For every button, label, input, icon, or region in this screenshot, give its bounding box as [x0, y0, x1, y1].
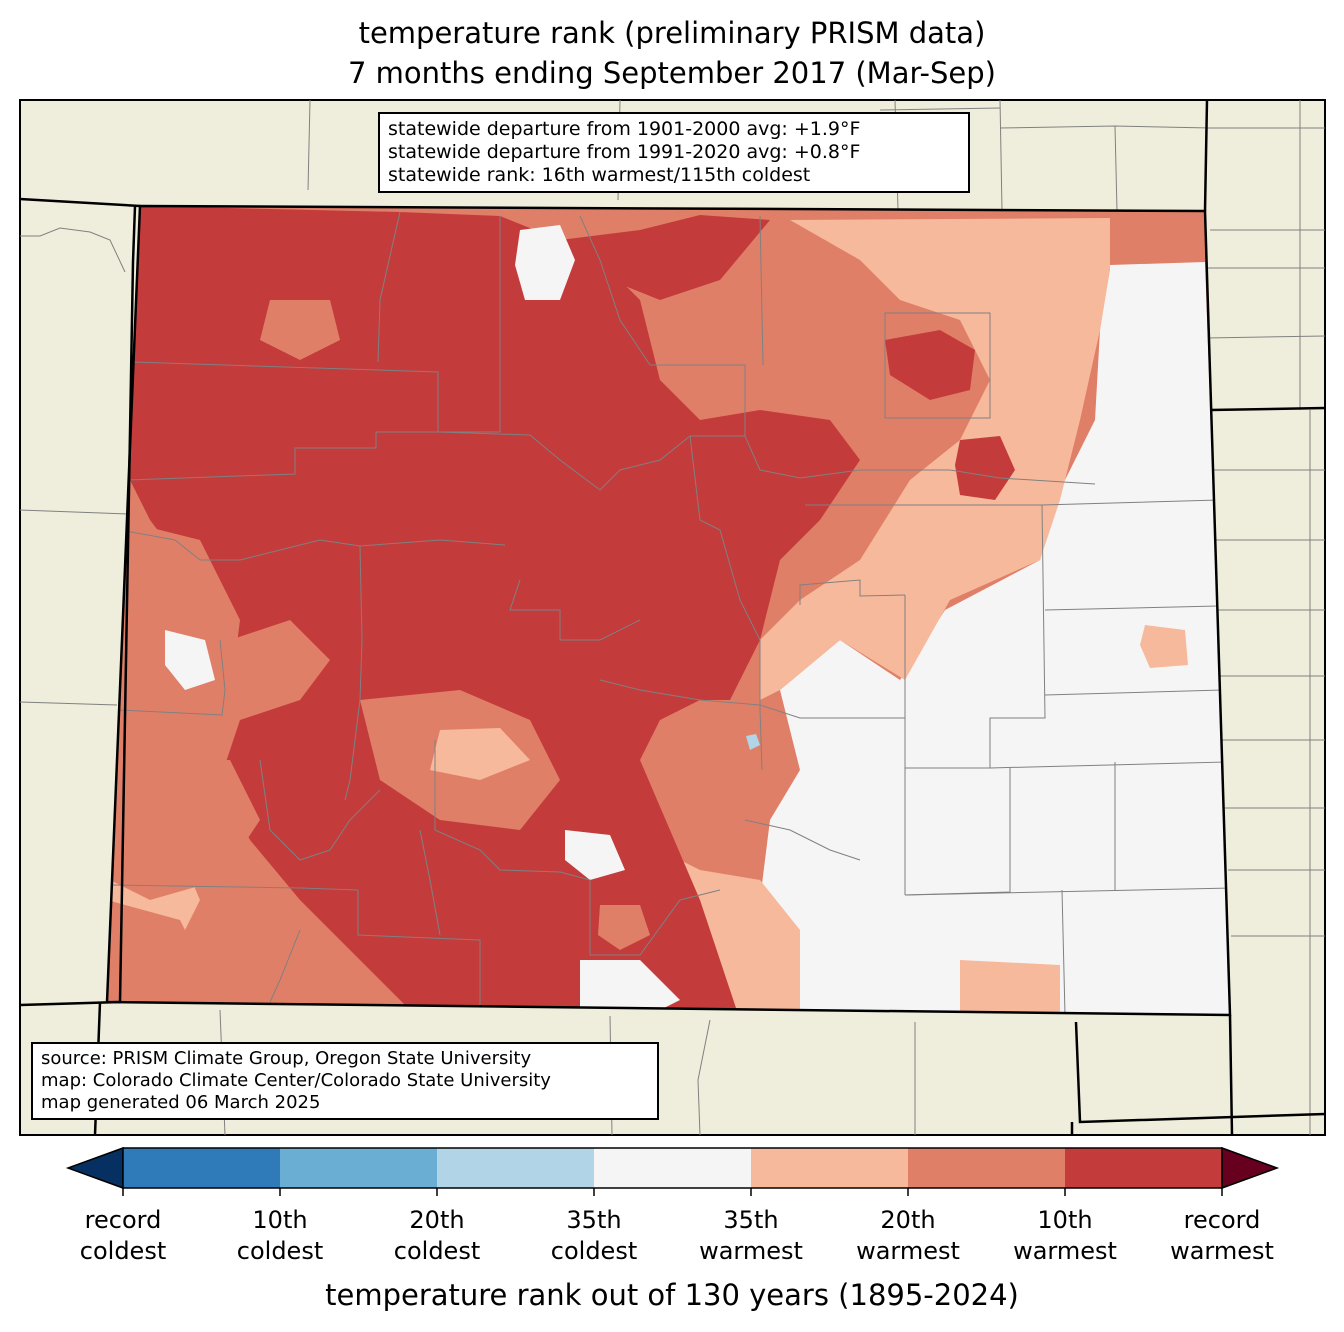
center-medium-2 [260, 300, 340, 360]
source-prism: source: PRISM Climate Group, Oregon Stat… [41, 1048, 532, 1069]
northpark-normal [515, 225, 575, 300]
south-light-pocket [565, 830, 625, 880]
map-title-line-1: temperature rank (preliminary PRISM data… [358, 16, 986, 50]
colorbar-tick-label-line1: 20th [880, 1206, 936, 1234]
colorbar-tick-label-line2: warmest [1170, 1237, 1274, 1265]
colorbar-tick-label-line1: record [1183, 1206, 1261, 1234]
northeast-hotspot [885, 330, 975, 400]
east-plains-region [760, 262, 1230, 1015]
colorbar-bin [594, 1148, 752, 1188]
colorbar-bin [908, 1148, 1066, 1188]
se-light-area [960, 960, 1060, 1015]
colorbar-bin [280, 1148, 438, 1188]
colorbar-bin [1065, 1148, 1223, 1188]
colorbar-tick-label-line1: 35th [723, 1206, 779, 1234]
colorbar [65, 1146, 1280, 1196]
colorbar-bin [123, 1148, 281, 1188]
stats-rank: statewide rank: 16th warmest/115th colde… [388, 164, 811, 186]
colorbar-tick-label: 35th warmest [671, 1205, 831, 1267]
colorbar-extend-high [1221, 1146, 1280, 1190]
colorbar-tick-label-line1: 10th [252, 1206, 308, 1234]
source-box: source: PRISM Climate Group, Oregon Stat… [31, 1042, 659, 1120]
northwest-top-dark [560, 215, 770, 300]
statewide-stats-box: statewide departure from 1901-2000 avg: … [378, 112, 970, 193]
map-title-line-2: 7 months ending September 2017 (Mar-Sep) [348, 56, 996, 90]
west-medium-2 [110, 760, 260, 900]
state-borders [19, 99, 1326, 1136]
colorbar-tick-label: 10th coldest [200, 1205, 360, 1267]
source-map: map: Colorado Climate Center/Colorado St… [41, 1070, 551, 1091]
colorbar-tick-label: record warmest [1142, 1205, 1302, 1267]
colorbar-tick-label-line2: warmest [856, 1237, 960, 1265]
colorbar-tick-label-line2: coldest [236, 1237, 324, 1265]
east-hotspot [955, 436, 1015, 500]
colorbar-tick-label-line1: 35th [566, 1206, 622, 1234]
west-normal-pocket [165, 630, 215, 690]
stats-departure-1991: statewide departure from 1991-2020 avg: … [388, 141, 861, 163]
colorbar-tick-label: 20th coldest [357, 1205, 517, 1267]
source-generated: map generated 06 March 2025 [41, 1092, 321, 1113]
sw-corner-medium [107, 900, 210, 1002]
colorbar-bin [751, 1148, 909, 1188]
colorbar-tick-label: 10th warmest [985, 1205, 1145, 1267]
blue-pocket [746, 734, 760, 750]
colorbar-title: temperature rank out of 130 years (1895-… [325, 1278, 1019, 1312]
colorbar-tick-label: record coldest [43, 1205, 203, 1267]
center-light-pocket [430, 728, 530, 780]
colorbar-tick-label-line2: warmest [699, 1237, 803, 1265]
colorbar-tick-label-line2: coldest [550, 1237, 638, 1265]
colorbar-tick-label-line1: 20th [409, 1206, 465, 1234]
south-normal-pocket [580, 960, 680, 1015]
transition-region-light [760, 218, 1110, 700]
colorbar-tick-label: 20th warmest [828, 1205, 988, 1267]
hotspot-south-medium [598, 905, 650, 950]
colorbar-extend-low [65, 1146, 124, 1190]
colorbar-outline [122, 1147, 1223, 1189]
colorbar-tick-label-line1: record [84, 1206, 162, 1234]
colorbar-tick-label-line2: coldest [393, 1237, 481, 1265]
colorbar-tick-label-line2: coldest [79, 1237, 167, 1265]
colorbar-tick-label: 35th coldest [514, 1205, 674, 1267]
stats-departure-1901: statewide departure from 1901-2000 avg: … [388, 118, 861, 140]
colorbar-bin [437, 1148, 595, 1188]
colorado-county-lines [111, 211, 1230, 1015]
colorbar-tick-label-line2: warmest [1013, 1237, 1117, 1265]
east-plains-light-pocket [1140, 625, 1188, 668]
colorbar-tick-label-line1: 10th [1037, 1206, 1093, 1234]
central-mountains-dark [128, 206, 860, 1015]
